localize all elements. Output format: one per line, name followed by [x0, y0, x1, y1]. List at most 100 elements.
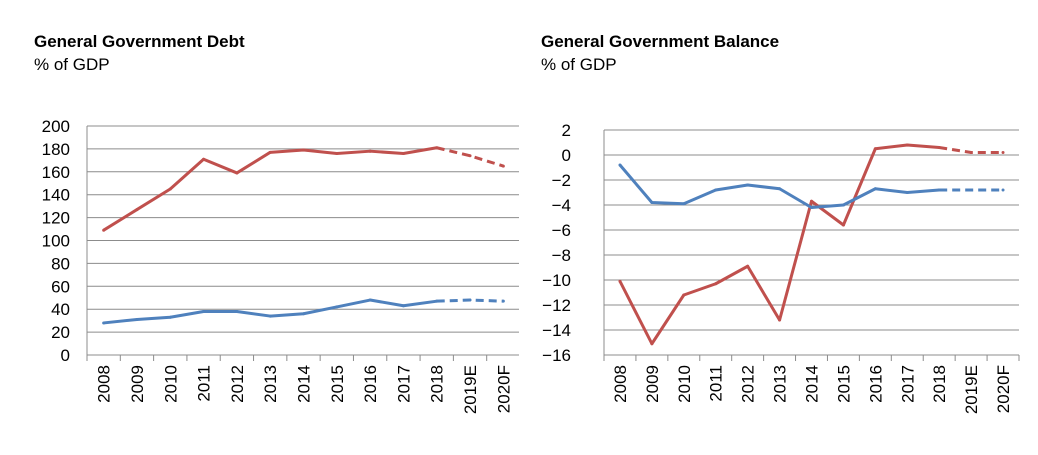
debt-series-0-point	[335, 151, 339, 155]
debt-x-tick-label: 2010	[161, 365, 180, 403]
balance-x-tick-label: 2017	[898, 365, 917, 403]
debt-series-1-point	[302, 312, 305, 316]
balance-x-tick-label: 2011	[707, 365, 726, 402]
debt-y-tick-label: 180	[42, 140, 70, 159]
debt-chart-subtitle: % of GDP	[34, 55, 110, 74]
balance-y-tick-label: −8	[552, 246, 571, 265]
balance-series-1-point	[841, 203, 845, 207]
balance-x-tick-label: 2009	[643, 365, 662, 403]
balance-series-1-point	[937, 188, 941, 192]
debt-series-0-point	[468, 154, 472, 158]
debt-x-tick-label: 2014	[295, 365, 314, 403]
balance-series-0-point	[1001, 151, 1005, 154]
debt-series-0-point	[235, 171, 239, 175]
debt-x-tick-label: 2008	[95, 365, 114, 403]
debt-y-tick-label: 80	[51, 254, 70, 273]
balance-y-tick-label: 0	[562, 146, 571, 165]
debt-x-tick-label: 2011	[195, 365, 214, 402]
debt-series-0-point	[168, 187, 172, 191]
balance-series-1-point	[969, 188, 973, 192]
debt-series-1-point	[435, 299, 439, 303]
balance-y-tick-label: 2	[562, 121, 571, 140]
balance-series-1-point	[618, 163, 622, 167]
debt-chart-title: General Government Debt	[34, 32, 245, 51]
debt-series-0-point	[102, 228, 106, 232]
debt-y-tick-label: 120	[42, 209, 70, 228]
debt-x-tick-label: 2015	[328, 365, 347, 403]
debt-series-1-point	[401, 304, 405, 308]
balance-series-1-point	[905, 191, 909, 194]
balance-x-tick-label: 2016	[866, 365, 885, 403]
balance-series-1-point	[873, 187, 877, 191]
balance-series-0-point	[873, 147, 877, 151]
debt-y-tick-label: 140	[42, 186, 70, 205]
balance-chart-subtitle: % of GDP	[541, 55, 617, 74]
balance-series-1-point	[746, 183, 750, 187]
debt-series-1-point	[368, 298, 372, 302]
balance-y-tick-label: −16	[542, 346, 571, 365]
debt-x-tick-label: 2017	[394, 365, 413, 403]
balance-series-1-point	[650, 201, 654, 204]
balance-series-1-point	[1001, 188, 1005, 192]
debt-x-tick-label: 2012	[228, 365, 247, 403]
balance-y-tick-label: −6	[552, 221, 571, 240]
balance-series-1-point	[714, 188, 718, 192]
debt-series-0-point	[401, 151, 405, 155]
debt-series-0-point	[501, 164, 505, 168]
balance-series-0-point	[746, 264, 750, 268]
balance-y-tick-label: −12	[542, 296, 571, 315]
balance-x-tick-label: 2010	[675, 365, 694, 403]
debt-y-tick-label: 100	[42, 232, 70, 251]
debt-series-1-point	[268, 314, 272, 318]
balance-chart-plot: −16 −14 −12 −10 −8 −6 −4 −2 0 2 2008 2009 2010 2011 20…	[542, 121, 1020, 414]
debt-series-0-point	[302, 148, 305, 152]
debt-series-1-point	[468, 298, 472, 302]
debt-series-0-point	[135, 208, 139, 212]
debt-y-tick-label: 200	[42, 117, 70, 136]
debt-y-tick-label: 60	[51, 277, 70, 296]
balance-series-0-point	[650, 342, 654, 346]
balance-x-tick-label: 2015	[834, 365, 853, 403]
debt-series-1-line	[103, 298, 437, 325]
debt-x-tick-label: 2013	[261, 365, 280, 403]
debt-x-tick-label: 2019E	[461, 365, 480, 414]
debt-series-1-point	[235, 309, 239, 313]
balance-y-tick-label: −4	[552, 196, 571, 215]
balance-series-1-point	[682, 202, 686, 206]
balance-y-tick-label: −14	[542, 321, 571, 340]
debt-series-0-point	[268, 150, 272, 154]
balance-y-tick-label: −2	[552, 171, 571, 190]
balance-chart-title: General Government Balance	[541, 32, 780, 51]
balance-x-tick-label: 2008	[611, 365, 630, 403]
balance-x-tick-label: 2012	[739, 365, 758, 403]
debt-series-0-forecast-line	[436, 146, 504, 168]
balance-series-0-point	[841, 223, 845, 227]
debt-series-1-point	[335, 305, 339, 309]
balance-x-tick-label: 2020F	[994, 365, 1013, 413]
debt-series-1-point	[501, 299, 505, 303]
debt-series-0-point	[435, 146, 439, 150]
balance-x-tick-label: 2018	[930, 365, 949, 403]
balance-series-1-point	[810, 206, 813, 209]
debt-series-0-point	[368, 149, 372, 153]
balance-x-tick-label: 2013	[771, 365, 790, 403]
debt-chart-panel: General Government Debt % of GDP 0 20 40 60…	[34, 32, 519, 414]
debt-y-tick-label: 40	[51, 300, 70, 319]
debt-x-tick-label: 2009	[128, 365, 147, 403]
debt-y-tick-label: 20	[51, 323, 70, 342]
balance-series-0-point	[714, 282, 718, 286]
debt-series-1-point	[135, 318, 139, 322]
balance-series-1-point	[778, 187, 782, 191]
balance-series-0-point	[937, 146, 941, 149]
balance-series-0-point	[618, 279, 622, 283]
debt-series-1-point	[102, 321, 106, 325]
balance-series-0-point	[810, 199, 813, 203]
balance-series-0-point	[969, 151, 973, 154]
debt-series-1-point	[168, 315, 172, 319]
debt-series-1-point	[202, 309, 206, 313]
balance-series-0-point	[778, 318, 782, 322]
balance-series-0-point	[905, 143, 909, 147]
debt-x-tick-label: 2020F	[494, 365, 513, 413]
balance-chart-panel: General Government Balance % of GDP −16 −…	[519, 0, 1038, 455]
balance-series-0-point	[682, 293, 686, 297]
